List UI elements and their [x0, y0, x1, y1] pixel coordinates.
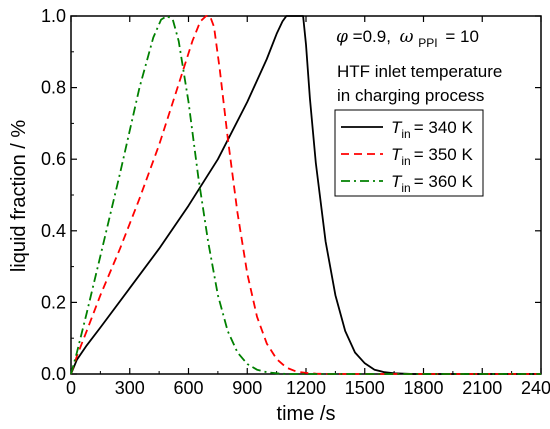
x-axis-title: time /s	[277, 403, 336, 425]
legend-value: = 340 K	[414, 118, 474, 137]
parameter-annotation: φ =0.9, ω PPI = 10	[336, 27, 479, 51]
annotation-line-1: HTF inlet temperature	[337, 62, 502, 81]
phi-symbol: φ	[336, 27, 348, 47]
omega-value: = 10	[445, 27, 479, 46]
series-line-1	[70, 15, 541, 375]
legend-value: = 360 K	[414, 172, 474, 191]
y-tick-label: 1.0	[41, 6, 66, 26]
legend-symbol: T	[391, 145, 403, 164]
annotation-line-2: in charging process	[337, 86, 484, 105]
legend-subscript: in	[401, 154, 410, 168]
y-tick-label: 0.4	[41, 221, 66, 241]
x-tick-label: 1800	[403, 378, 443, 398]
y-tick-label: 0.8	[41, 78, 66, 98]
y-tick-label: 0.2	[41, 292, 66, 312]
x-tick-label: 1200	[286, 378, 326, 398]
y-tick-label: 0.0	[41, 364, 66, 384]
legend-subscript: in	[401, 181, 410, 195]
legend-value: = 350 K	[414, 145, 474, 164]
y-axis-title: liquid fraction / %	[8, 120, 30, 273]
legend-label-3: Tin = 360 K	[391, 172, 473, 195]
legend: Tin = 340 K Tin = 350 K Tin = 360 K	[334, 109, 484, 197]
x-tick-label: 0	[66, 378, 76, 398]
x-tick-label: 2100	[462, 378, 502, 398]
legend-subscript: in	[401, 127, 410, 141]
series-layer	[70, 15, 541, 375]
legend-symbol: T	[391, 172, 403, 191]
series-line-3	[70, 15, 541, 375]
x-tick-label: 600	[173, 378, 203, 398]
legend-label-1: Tin = 340 K	[391, 118, 473, 141]
y-tick-label: 0.6	[41, 149, 66, 169]
omega-symbol: ω	[400, 27, 414, 47]
x-tick-label: 900	[232, 378, 262, 398]
phi-value: =0.9,	[353, 27, 391, 46]
legend-box	[334, 109, 484, 197]
x-tick-label: 300	[115, 378, 145, 398]
series-line-2	[70, 15, 541, 375]
legend-symbol: T	[391, 118, 403, 137]
legend-label-2: Tin = 350 K	[391, 145, 473, 168]
x-tick-label: 1500	[345, 378, 385, 398]
omega-subscript: PPI	[418, 36, 437, 50]
